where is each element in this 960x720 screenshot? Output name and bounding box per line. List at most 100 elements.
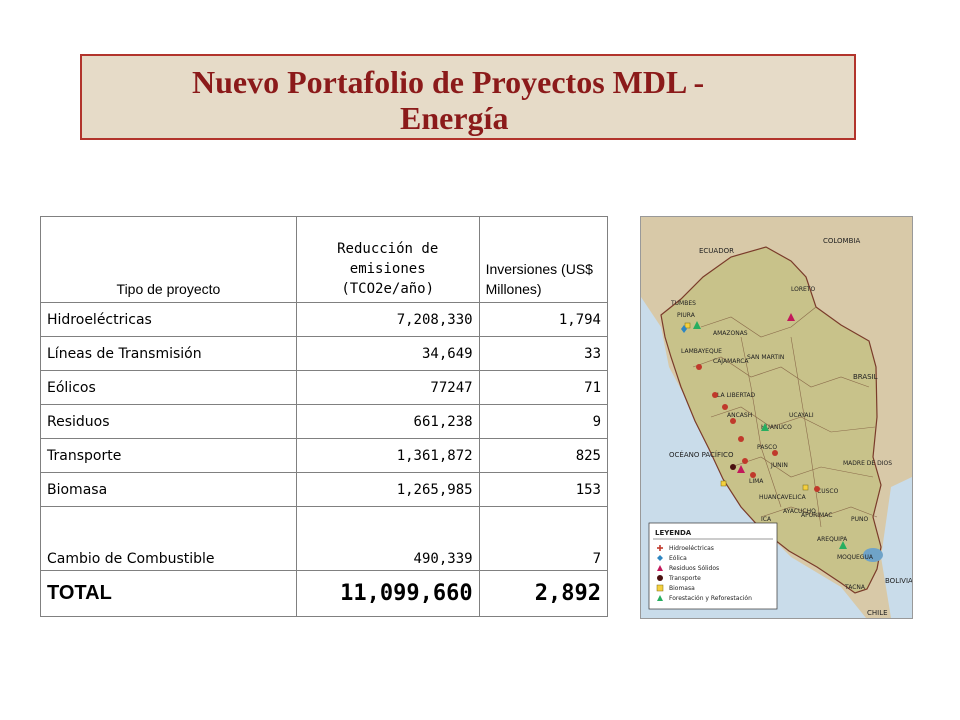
- marker-residuos: [737, 465, 745, 473]
- title-banner: Nuevo Portafolio de Proyectos MDL - Ener…: [80, 54, 856, 140]
- page-title: Nuevo Portafolio de Proyectos MDL - Ener…: [82, 64, 854, 136]
- legend-hidro-icon: [657, 545, 663, 551]
- table-total-row: TOTAL 11,099,660 2,892: [40, 570, 609, 617]
- header-reduccion: Reducción de emisiones (TCO2e/año): [295, 216, 480, 303]
- total-label: TOTAL: [40, 570, 297, 617]
- region-label: TUMBES: [670, 300, 696, 307]
- region-label: ICA: [761, 516, 772, 523]
- cell-tipo: Residuos: [40, 404, 297, 439]
- table-row: Hidroeléctricas 7,208,330 1,794: [40, 302, 609, 337]
- total-reduccion: 11,099,660: [295, 570, 480, 617]
- region-label: CUSCO: [817, 488, 839, 495]
- header-inversiones: Inversiones (US$ Millones): [478, 216, 609, 303]
- header-tipo: Tipo de proyecto: [40, 216, 297, 303]
- marker-hidro: [772, 450, 778, 456]
- legend-item-label: Eólica: [669, 555, 687, 562]
- table-row: Biomasa 1,265,985 153: [40, 472, 609, 507]
- map-legend: LEYENDA Hidroeléctricas Eólica Residuos …: [648, 522, 778, 610]
- total-inversiones: 2,892: [478, 570, 609, 617]
- legend-item-label: Forestación y Reforestación: [669, 595, 752, 602]
- region-label: ANCASH: [727, 412, 752, 419]
- label-brasil: BRASIL: [853, 373, 878, 381]
- legend-item-label: Hidroeléctricas: [669, 545, 714, 552]
- region-label: HUANCAVELICA: [759, 494, 807, 501]
- label-bolivia: BOLIVIA: [885, 577, 912, 585]
- projects-table: Tipo de proyecto Reducción de emisiones …: [40, 216, 609, 617]
- region-label: APURIMAC: [801, 512, 832, 519]
- cell-reduccion: 490,339: [295, 506, 480, 571]
- region-label: PASCO: [757, 444, 777, 451]
- peru-shape: [660, 246, 882, 594]
- region-label: LA LIBERTAD: [717, 392, 756, 399]
- marker-forestacion: [839, 541, 847, 549]
- cell-tipo: Líneas de Transmisión: [40, 336, 297, 371]
- region-label: LIMA: [749, 478, 764, 485]
- cell-inversiones: 7: [478, 506, 609, 571]
- title-line-1: Nuevo Portafolio de Proyectos MDL -: [192, 64, 705, 100]
- region-label: JUNIN: [770, 462, 788, 469]
- region-label: HUANUCO: [761, 424, 792, 431]
- marker-hidro: [722, 404, 728, 410]
- cell-inversiones: 825: [478, 438, 609, 473]
- marker-forestacion: [761, 423, 769, 431]
- legend-residuos-icon: [657, 565, 663, 571]
- table-header-row: Tipo de proyecto Reducción de emisiones …: [40, 216, 609, 303]
- region-label: AYACUCHO: [783, 508, 816, 515]
- marker-residuos: [787, 313, 795, 321]
- legend-item-label: Biomasa: [669, 585, 695, 592]
- cell-reduccion: 77247: [295, 370, 480, 405]
- lake-titicaca: [863, 548, 883, 562]
- cell-reduccion: 34,649: [295, 336, 480, 371]
- legend-box: [648, 522, 778, 610]
- label-ocean: OCÉANO PACÍFICO: [669, 450, 734, 459]
- peru-projects-map: ECUADOR COLOMBIA BRASIL BOLIVIA CHILE OC…: [640, 216, 913, 619]
- region-label: SAN MARTIN: [747, 354, 784, 361]
- cell-inversiones: 9: [478, 404, 609, 439]
- region-label: MOQUEGUA: [837, 554, 874, 561]
- marker-hidro: [750, 472, 756, 478]
- marker-eolica: [681, 325, 687, 333]
- region-label: TACNA: [844, 584, 866, 591]
- table-row: Transporte 1,361,872 825: [40, 438, 609, 473]
- marker-hidro: [696, 364, 702, 370]
- map-svg: ECUADOR COLOMBIA BRASIL BOLIVIA CHILE OC…: [641, 217, 912, 618]
- marker-hidro: [730, 418, 736, 424]
- label-ecuador: ECUADOR: [699, 247, 734, 255]
- label-colombia: COLOMBIA: [823, 237, 860, 245]
- project-markers: [681, 313, 847, 549]
- region-label: CAJAMARCA: [713, 358, 749, 365]
- region-label: PIURA: [677, 312, 696, 319]
- cell-tipo: Cambio de Combustible: [40, 506, 297, 571]
- region-label: PUNO: [851, 516, 868, 523]
- table-row: Eólicos 77247 71: [40, 370, 609, 405]
- cell-tipo: Transporte: [40, 438, 297, 473]
- region-label: LORETO: [791, 286, 815, 293]
- cell-tipo: Eólicos: [40, 370, 297, 405]
- marker-biomasa: [684, 322, 691, 329]
- legend-biomasa-icon: [656, 584, 664, 592]
- region-label: UCAYALI: [789, 412, 814, 419]
- cell-reduccion: 7,208,330: [295, 302, 480, 337]
- marker-hidro: [742, 458, 748, 464]
- marker-biomasa: [720, 480, 727, 487]
- marker-hidro: [712, 392, 718, 398]
- marker-hidro: [814, 486, 820, 492]
- legend-item-label: Transporte: [668, 575, 701, 582]
- cell-tipo: Biomasa: [40, 472, 297, 507]
- marker-transporte: [730, 464, 736, 470]
- marker-hidro: [738, 436, 744, 442]
- region-label: AMAZONAS: [713, 330, 748, 337]
- region-label: LAMBAYEQUE: [681, 348, 722, 355]
- region-label: MADRE DE DIOS: [843, 460, 892, 467]
- marker-forestacion: [693, 321, 701, 329]
- cell-inversiones: 1,794: [478, 302, 609, 337]
- table-row: Residuos 661,238 9: [40, 404, 609, 439]
- legend-forestacion-icon: [657, 595, 663, 601]
- region-borders: [692, 306, 878, 528]
- table-row: Cambio de Combustible 490,339 7: [40, 506, 609, 571]
- region-label: AREQUIPA: [817, 536, 848, 543]
- cell-inversiones: 153: [478, 472, 609, 507]
- cell-inversiones: 71: [478, 370, 609, 405]
- title-line-2: Energía: [400, 100, 509, 136]
- legend-title: LEYENDA: [655, 529, 692, 537]
